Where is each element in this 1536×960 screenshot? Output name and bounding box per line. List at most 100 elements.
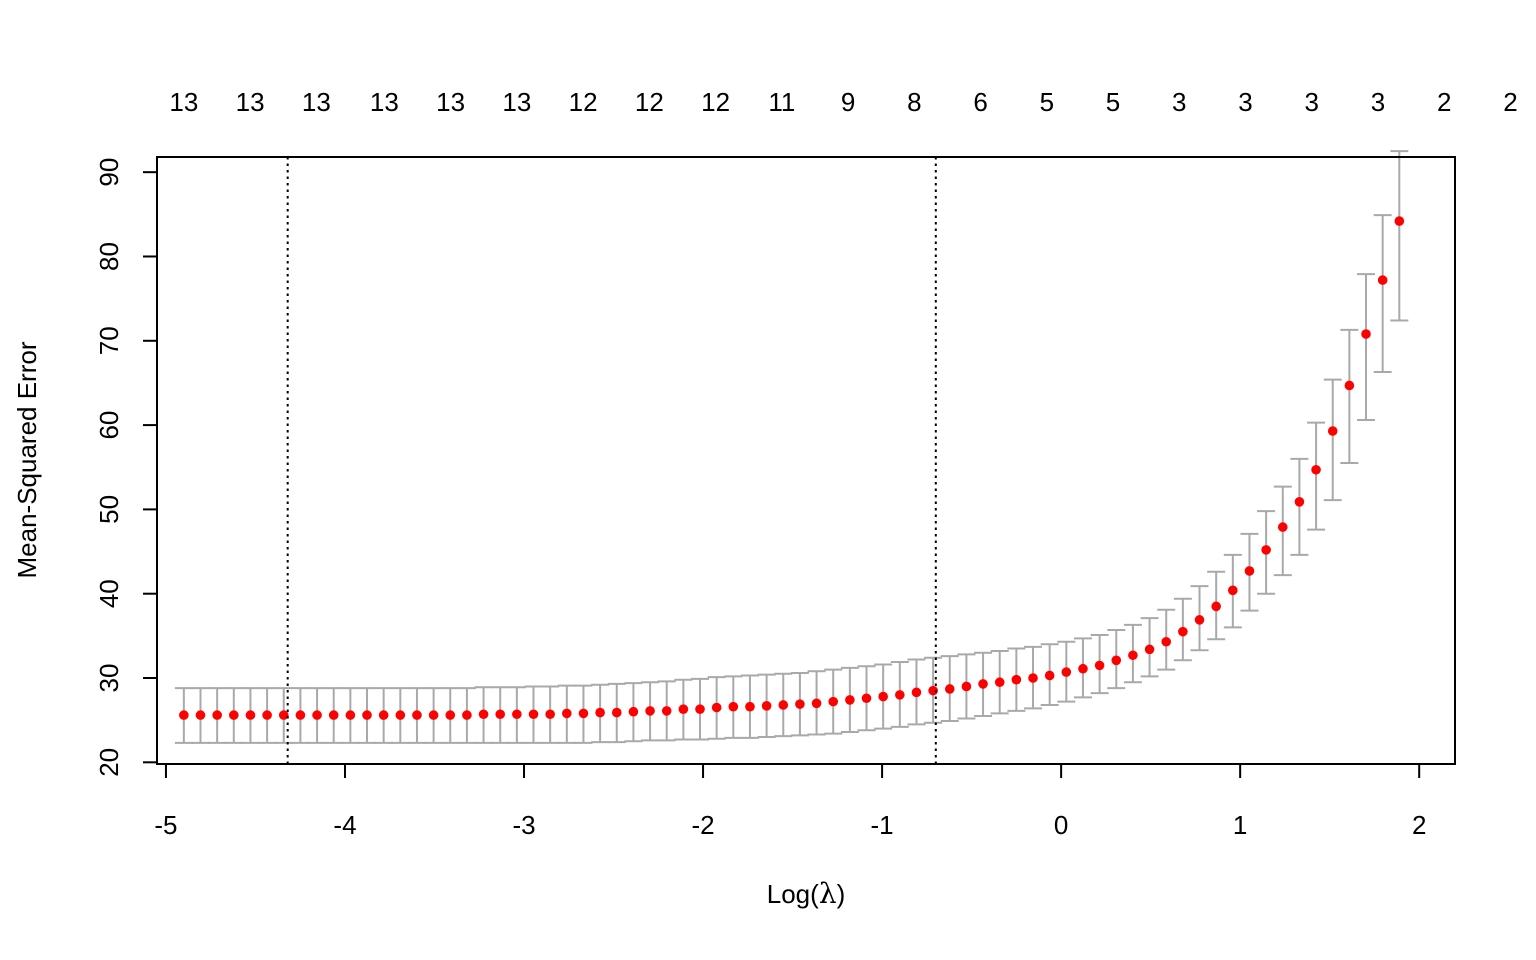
data-point — [545, 709, 555, 720]
data-point — [645, 706, 655, 716]
data-point — [628, 706, 639, 717]
reference-lines — [286, 157, 937, 764]
x-tick-label: 2 — [1412, 810, 1426, 840]
data-point — [861, 693, 872, 704]
top-tick-label: 9 — [841, 87, 855, 117]
data-point — [1144, 644, 1155, 655]
y-axis: 20 30 40 50 60 70 80 90 — [94, 158, 158, 777]
data-point — [978, 679, 988, 689]
data-point — [845, 695, 855, 705]
data-point — [1294, 497, 1305, 507]
data-point — [811, 698, 822, 709]
data-point — [778, 700, 789, 710]
top-tick-label: 3 — [1238, 87, 1252, 117]
y-tick-label: 40 — [94, 579, 124, 608]
top-tick-label: 12 — [569, 87, 598, 117]
data-point — [711, 702, 722, 713]
y-tick-label: 80 — [94, 242, 124, 271]
data-point — [1028, 673, 1038, 683]
data-point — [1377, 275, 1388, 285]
x-tick-label: -3 — [512, 810, 535, 840]
data-point — [878, 691, 888, 702]
data-point — [1128, 650, 1138, 661]
data-point — [278, 710, 289, 720]
top-tick-label: 11 — [768, 87, 795, 117]
data-point — [1211, 601, 1221, 612]
data-point — [378, 710, 389, 720]
top-tick-label: 13 — [169, 87, 198, 117]
top-tick-label: 2 — [1503, 87, 1517, 117]
top-tick-label: 3 — [1305, 87, 1319, 117]
data-point — [994, 677, 1005, 688]
data-point — [1361, 329, 1371, 339]
data-point — [961, 681, 972, 692]
data-point — [1111, 655, 1122, 666]
data-point — [462, 710, 472, 720]
x-axis-label: Log(λ) — [767, 877, 845, 910]
data-point — [528, 709, 539, 720]
x-tick-label: -5 — [154, 810, 177, 840]
data-point — [395, 710, 406, 720]
data-point — [911, 687, 922, 698]
data-point — [728, 701, 739, 712]
error-bars — [174, 150, 1409, 744]
data-point — [345, 710, 356, 720]
data-point — [1344, 380, 1355, 391]
data-point — [495, 709, 506, 720]
data-point — [1394, 216, 1405, 226]
top-axis-nonzero-counts: 13131313131312121211986553333220 — [169, 87, 1517, 117]
x-tick-label: 0 — [1054, 810, 1068, 840]
data-point — [678, 704, 689, 715]
data-point — [328, 710, 339, 720]
x-axis: -5 -4 -3 -2 -1 0 1 2 — [154, 763, 1426, 840]
data-point — [245, 710, 256, 720]
data-point — [761, 701, 772, 711]
data-point — [1044, 670, 1055, 681]
top-tick-label: 12 — [635, 87, 664, 117]
x-axis-label-suffix: ) — [837, 879, 846, 909]
data-point — [512, 709, 522, 720]
data-point — [195, 710, 206, 720]
data-points — [179, 216, 1405, 720]
data-point — [944, 684, 955, 694]
top-tick-label: 5 — [1106, 87, 1120, 117]
data-point — [229, 710, 239, 720]
y-tick-label: 20 — [94, 748, 124, 777]
data-point — [745, 701, 755, 712]
top-tick-label: 3 — [1172, 87, 1186, 117]
data-point — [428, 710, 439, 720]
x-tick-label: -4 — [333, 810, 356, 840]
top-tick-label: 3 — [1371, 87, 1385, 117]
data-point — [1094, 660, 1105, 671]
data-point — [312, 710, 322, 720]
y-axis-label: Mean-Squared Error — [12, 341, 42, 578]
data-point — [1244, 566, 1255, 576]
data-point — [412, 710, 422, 720]
top-tick-label: 5 — [1040, 87, 1054, 117]
data-point — [562, 708, 572, 719]
data-point — [1277, 522, 1288, 532]
x-tick-label: -2 — [691, 810, 714, 840]
y-tick-label: 70 — [94, 326, 124, 355]
data-point — [212, 710, 222, 720]
data-point — [595, 707, 605, 718]
top-tick-label: 12 — [701, 87, 730, 117]
data-point — [262, 710, 272, 720]
data-point — [1228, 585, 1238, 596]
x-tick-label: -1 — [871, 810, 894, 840]
y-tick-label: 60 — [94, 411, 124, 440]
data-point — [179, 710, 189, 720]
top-tick-label: 2 — [1437, 87, 1451, 117]
x-axis-label-symbol: λ — [819, 877, 837, 910]
data-point — [661, 706, 672, 716]
top-tick-label: 13 — [502, 87, 531, 117]
data-point — [1261, 545, 1271, 555]
data-point — [445, 710, 456, 720]
top-tick-label: 13 — [370, 87, 399, 117]
data-point — [295, 710, 306, 720]
data-point — [1311, 464, 1321, 475]
data-point — [695, 704, 705, 715]
data-point — [795, 699, 805, 709]
x-tick-label: 1 — [1233, 810, 1247, 840]
